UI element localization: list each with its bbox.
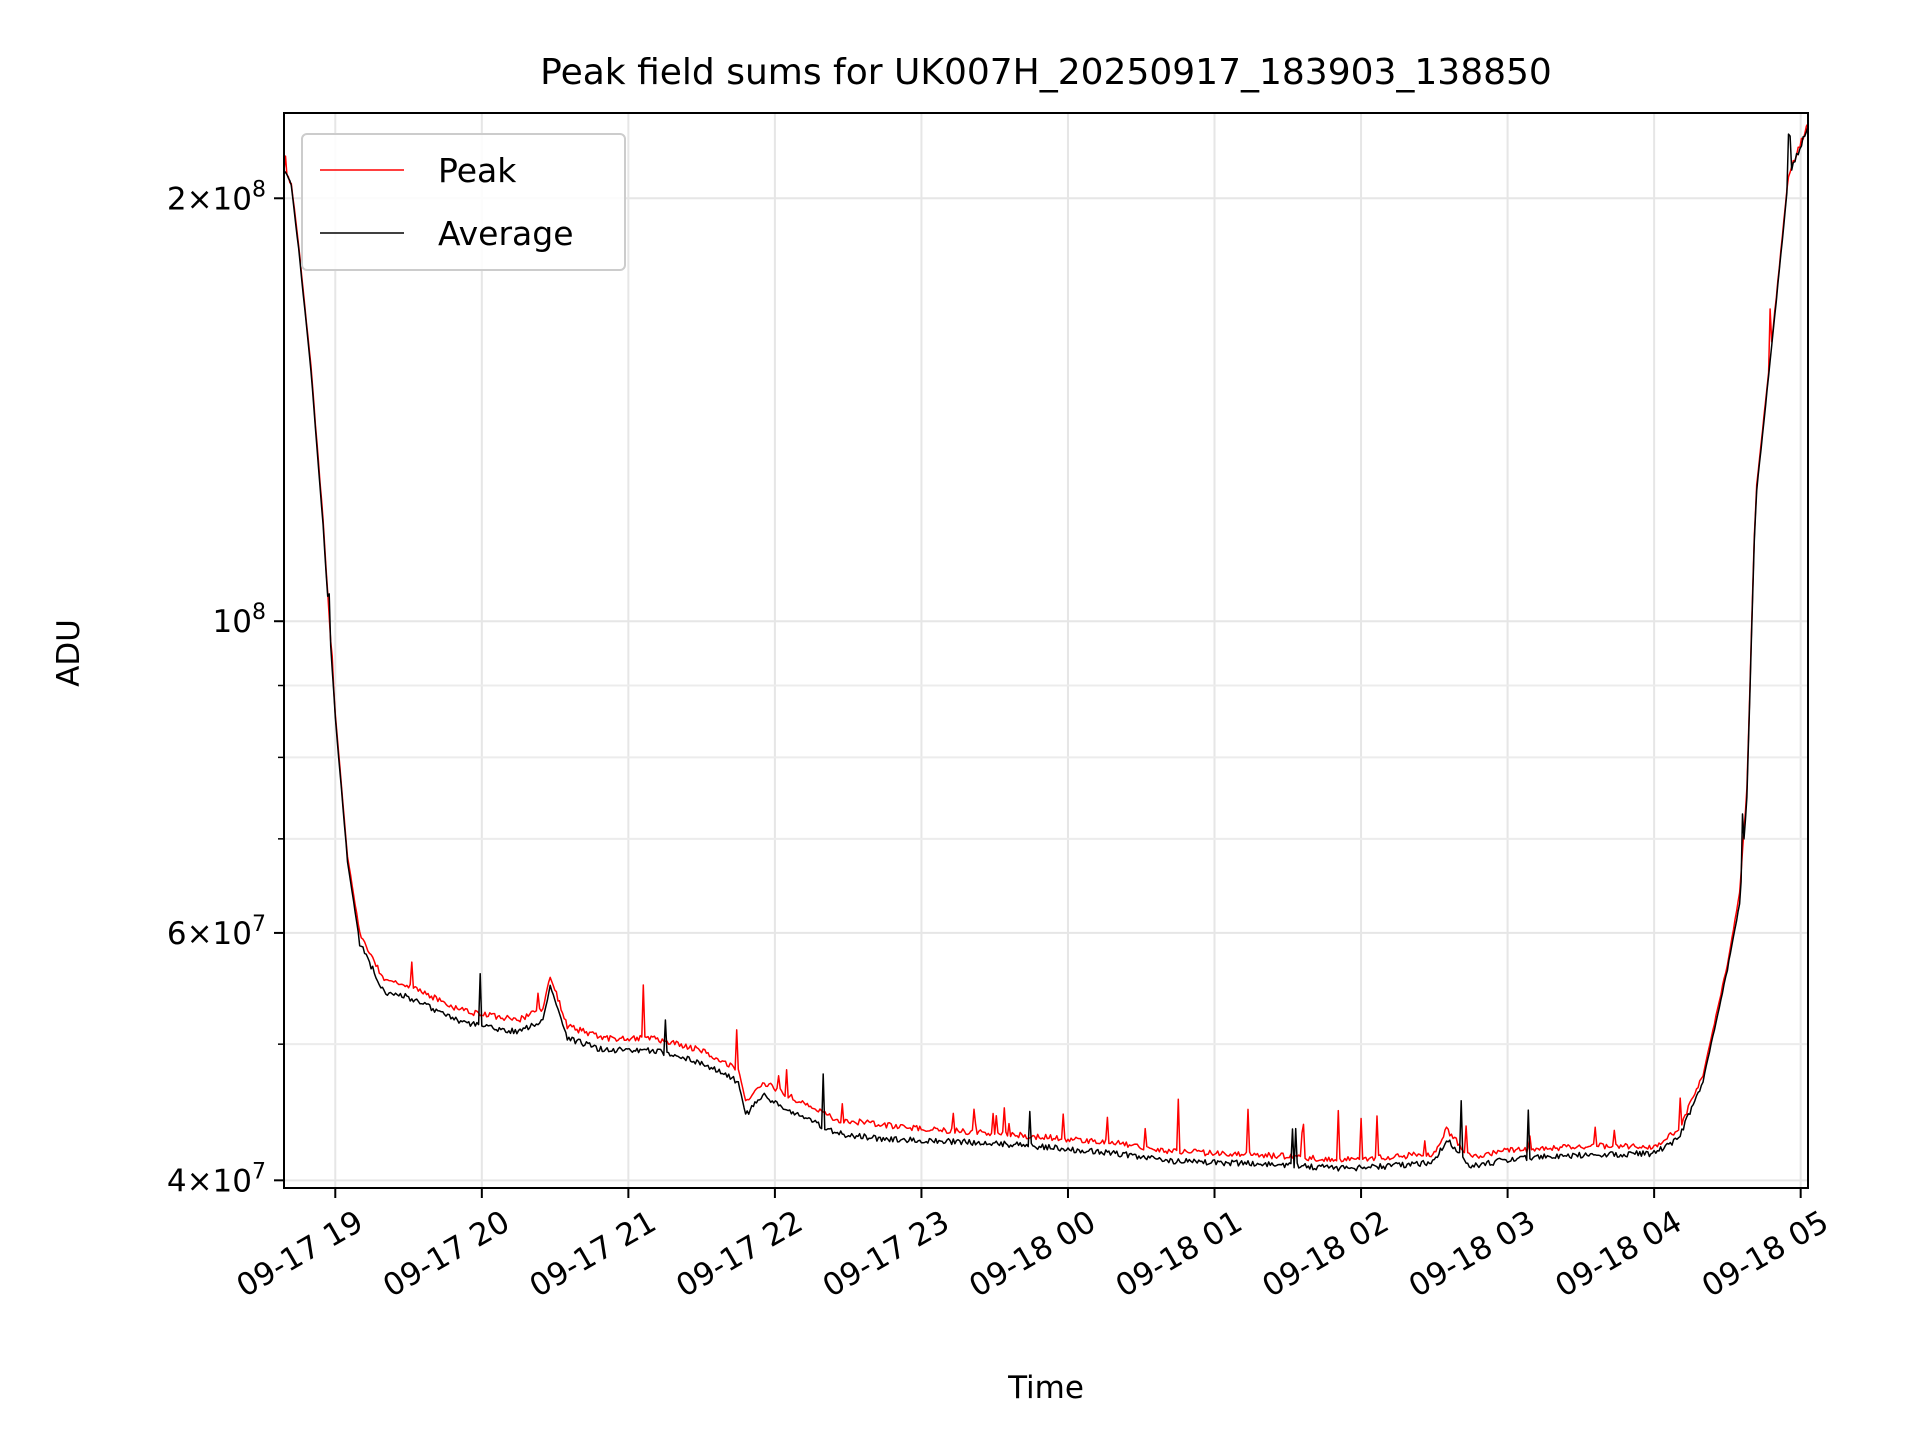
y-tick-label-exponent: 7 [252,1159,266,1184]
y-tick-label-base: 4×10 [167,1163,252,1199]
legend-label-peak: Peak [438,151,517,190]
y-tick-label: 4×107 [167,1159,266,1199]
grid [284,113,1808,1188]
plot-frame [283,112,1809,1189]
y-tick-label: 6×107 [167,912,266,952]
y-tick-label: 108 [213,600,266,640]
series-layer [283,123,1809,1172]
y-axis-label: ADU [51,619,87,687]
y-tick-label-exponent: 7 [252,912,266,937]
y-tick-label-base: 10 [213,604,252,640]
series-line-peak [283,123,1809,1163]
y-tick-label-base: 2×10 [167,181,252,217]
plot-area [284,113,1808,1188]
x-axis-label: Time [1007,1370,1084,1406]
legend-box [301,133,626,271]
y-tick-label: 2×108 [167,177,266,217]
chart-title: Peak field sums for UK007H_20250917_1839… [540,52,1552,93]
legend: Peak Average [301,133,626,271]
legend-label-average: Average [438,214,574,253]
series-line-average [283,126,1809,1172]
y-tick-label-exponent: 8 [252,177,266,202]
y-tick-label-exponent: 8 [252,600,266,625]
y-tick-label-base: 6×10 [167,916,252,952]
